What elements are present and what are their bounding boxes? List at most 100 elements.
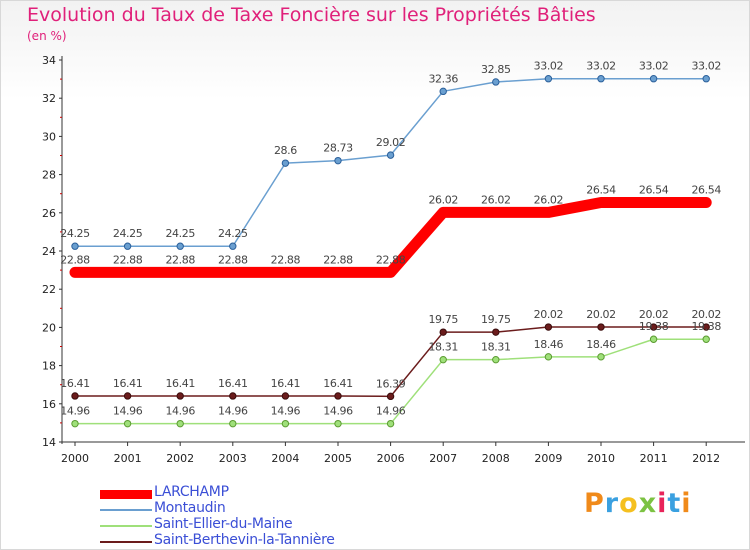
data-point [386,151,395,159]
data-label: 19.75 [481,313,511,326]
data-point [702,75,710,83]
legend-label: LARCHAMP [154,484,229,500]
legend-swatch [100,489,152,499]
x-tick-label: 2008 [482,452,510,465]
data-label: 19.75 [428,313,458,326]
proxiti-logo: Proxiti [584,488,692,519]
data-label: 32.85 [481,63,511,76]
x-tick-label: 2007 [429,452,457,465]
y-tick-label: 24 [42,245,56,258]
x-tick-label: 2001 [114,452,142,465]
data-label: 26.54 [639,183,669,196]
data-label: 22.88 [60,253,90,266]
data-point [544,323,553,331]
legend-swatch [100,525,152,527]
data-label: 16.41 [271,377,301,390]
data-point [71,392,79,400]
series-line-1 [74,77,707,247]
series-line-0 [69,196,712,278]
data-label: 33.02 [639,60,669,73]
data-point [281,159,290,167]
data-label: 20.02 [534,308,564,321]
legend-swatch [100,541,152,543]
data-label: 19.38 [639,320,669,333]
data-label: 22.88 [218,253,248,266]
data-label: 24.25 [218,227,248,240]
x-tick-label: 2010 [587,452,615,465]
data-label: 22.88 [323,253,353,266]
y-tick-label: 34 [42,54,56,67]
x-tick-label: 2012 [692,452,720,465]
data-label: 14.96 [271,405,301,418]
data-point [176,392,184,400]
data-label: 18.46 [534,338,564,351]
data-label: 22.88 [165,253,195,266]
data-label: 29.02 [376,136,406,149]
data-point [439,355,447,364]
x-tick-label: 2006 [377,452,405,465]
data-point [176,419,184,428]
data-point [544,353,553,361]
data-point [281,392,290,400]
logo-letter: t [667,488,682,519]
data-point [334,392,342,400]
logo-letter: x [638,488,658,519]
data-point [702,335,710,343]
data-point [544,75,553,83]
data-point [229,392,237,400]
data-label: 28.73 [323,142,353,155]
data-label: 16.39 [376,377,406,390]
data-label: 22.88 [271,253,301,266]
data-label: 20.02 [691,308,721,321]
y-tick-label: 14 [42,436,56,449]
data-point [597,353,605,361]
data-label: 16.41 [113,377,143,390]
data-label: 24.25 [113,227,143,240]
data-point [439,87,447,96]
data-point [123,419,132,428]
data-point [71,419,79,428]
y-tick-label: 26 [42,207,56,220]
data-label: 16.41 [165,377,195,390]
data-label: 24.25 [165,227,195,240]
data-label: 18.31 [428,341,458,354]
data-point [229,419,237,428]
data-point [492,78,500,86]
logo-letter: o [619,488,639,519]
x-tick-label: 2000 [61,452,89,465]
data-label: 26.02 [428,193,458,206]
x-tick-label: 2011 [640,452,668,465]
data-point [492,328,500,336]
data-point [439,328,447,336]
legend-label: Saint-Ellier-du-Maine [154,516,293,532]
data-point [649,335,658,343]
data-point [123,392,132,400]
data-label: 18.46 [586,338,616,351]
data-label: 24.25 [60,227,90,240]
data-point [649,75,658,83]
data-label: 26.02 [534,193,564,206]
data-label: 16.41 [323,377,353,390]
legend-label: Saint-Berthevin-la-Tannière [154,532,335,548]
data-label: 20.02 [639,308,669,321]
logo-letter: P [584,488,605,519]
x-tick-label: 2005 [324,452,352,465]
data-point [597,75,605,83]
y-tick-label: 32 [42,92,56,105]
y-tick-label: 20 [42,321,56,334]
data-point [492,355,500,364]
data-point [649,323,658,331]
logo-letter: i [657,488,668,519]
data-point [229,242,237,250]
x-tick-label: 2003 [219,452,247,465]
data-label: 26.02 [481,193,511,206]
data-label: 18.31 [481,341,511,354]
data-point [334,419,342,428]
data-label: 16.41 [218,377,248,390]
x-tick-label: 2009 [534,452,562,465]
data-point [334,156,342,165]
y-tick-label: 28 [42,169,56,182]
data-point [123,242,132,250]
chart-title: Evolution du Taux de Taxe Foncière sur l… [27,4,596,26]
data-label: 14.96 [376,405,406,418]
